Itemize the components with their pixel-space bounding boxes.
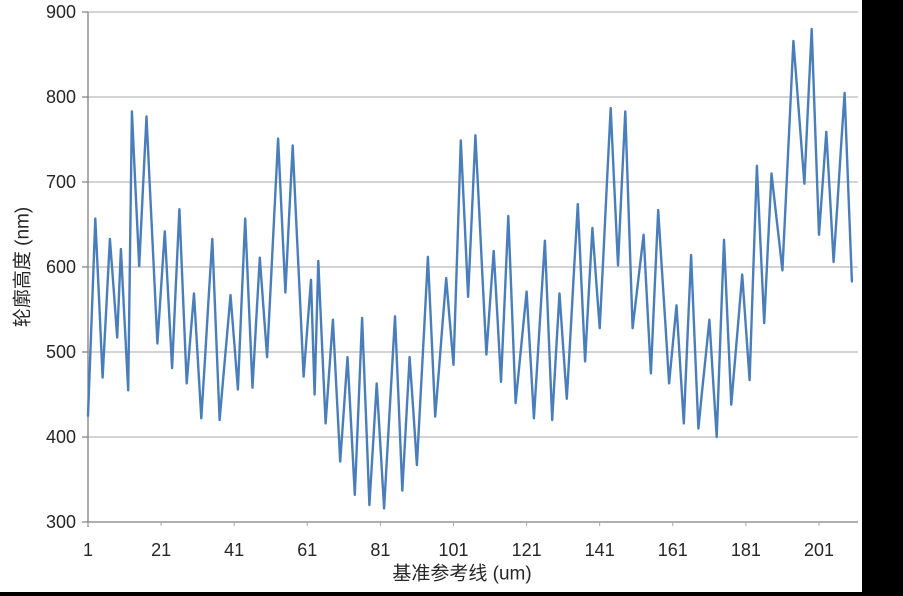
- x-tick-label: 181: [731, 540, 761, 560]
- x-tick-label: 1: [83, 540, 93, 560]
- x-axis-title: 基准参考线 (um): [392, 563, 532, 585]
- gridlines: [88, 11, 858, 523]
- right-black-bar: [862, 0, 903, 596]
- y-tick-label: 800: [46, 87, 76, 107]
- x-tick-label: 161: [658, 540, 688, 560]
- y-tick-label: 500: [46, 342, 76, 362]
- x-tick-label: 141: [585, 540, 615, 560]
- x-tick-label: 121: [512, 540, 542, 560]
- profile-line-series: [86, 27, 854, 510]
- y-axis-title: 轮廓高度 (nm): [12, 206, 34, 328]
- x-tick-label: 41: [224, 540, 244, 560]
- y-tick-label: 600: [46, 257, 76, 277]
- y-tick-label: 300: [46, 512, 76, 532]
- data-series: [86, 27, 854, 510]
- x-tick-label: 101: [438, 540, 468, 560]
- x-tick-label: 201: [804, 540, 834, 560]
- x-tick-label: 21: [151, 540, 171, 560]
- y-tick-label: 700: [46, 172, 76, 192]
- x-tick-label: 61: [297, 540, 317, 560]
- axes: [82, 11, 858, 527]
- x-tick-label: 81: [370, 540, 390, 560]
- y-tick-label: 400: [46, 427, 76, 447]
- bottom-black-bar: [0, 592, 903, 596]
- y-tick-label: 900: [46, 2, 76, 22]
